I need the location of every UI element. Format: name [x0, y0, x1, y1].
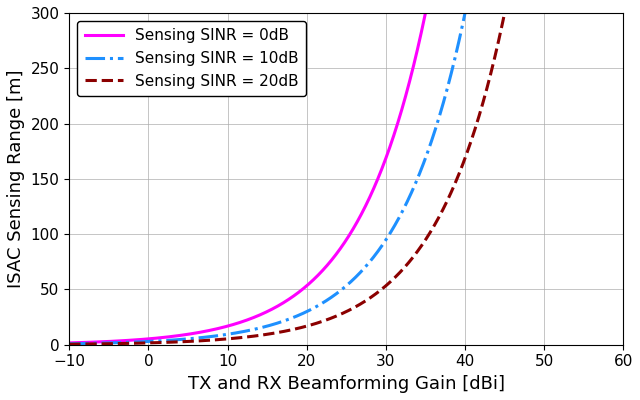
Sensing SINR = 0dB — [150, 336, 157, 341]
Sensing SINR = 0dB — [65, 340, 73, 345]
X-axis label: TX and RX Beamforming Gain [dBi]: TX and RX Beamforming Gain [dBi] — [188, 375, 505, 393]
Sensing SINR = 10dB — [174, 337, 182, 342]
Sensing SINR = 20dB — [220, 337, 227, 342]
Sensing SINR = 10dB — [271, 322, 278, 326]
Sensing SINR = 20dB — [442, 200, 450, 205]
Sensing SINR = 10dB — [304, 309, 312, 314]
Sensing SINR = 10dB — [65, 341, 73, 346]
Line: Sensing SINR = 20dB: Sensing SINR = 20dB — [69, 13, 504, 344]
Sensing SINR = 20dB — [358, 300, 366, 305]
Sensing SINR = 10dB — [461, 11, 469, 16]
Sensing SINR = 20dB — [362, 299, 369, 304]
Sensing SINR = 0dB — [422, 11, 429, 16]
Legend: Sensing SINR = 0dB, Sensing SINR = 10dB, Sensing SINR = 20dB: Sensing SINR = 0dB, Sensing SINR = 10dB,… — [77, 20, 306, 96]
Sensing SINR = 0dB — [225, 323, 233, 328]
Sensing SINR = 0dB — [148, 336, 156, 341]
Line: Sensing SINR = 0dB: Sensing SINR = 0dB — [69, 13, 426, 343]
Sensing SINR = 20dB — [111, 341, 119, 346]
Sensing SINR = 20dB — [500, 11, 508, 16]
Sensing SINR = 0dB — [200, 329, 207, 334]
Sensing SINR = 20dB — [65, 342, 73, 346]
Sensing SINR = 20dB — [287, 328, 295, 332]
Sensing SINR = 10dB — [187, 336, 195, 341]
Sensing SINR = 0dB — [419, 24, 426, 29]
Sensing SINR = 0dB — [152, 336, 159, 341]
Sensing SINR = 10dB — [276, 320, 284, 325]
Y-axis label: ISAC Sensing Range [m]: ISAC Sensing Range [m] — [7, 70, 25, 288]
Line: Sensing SINR = 10dB: Sensing SINR = 10dB — [69, 13, 465, 344]
Sensing SINR = 10dB — [139, 339, 147, 344]
